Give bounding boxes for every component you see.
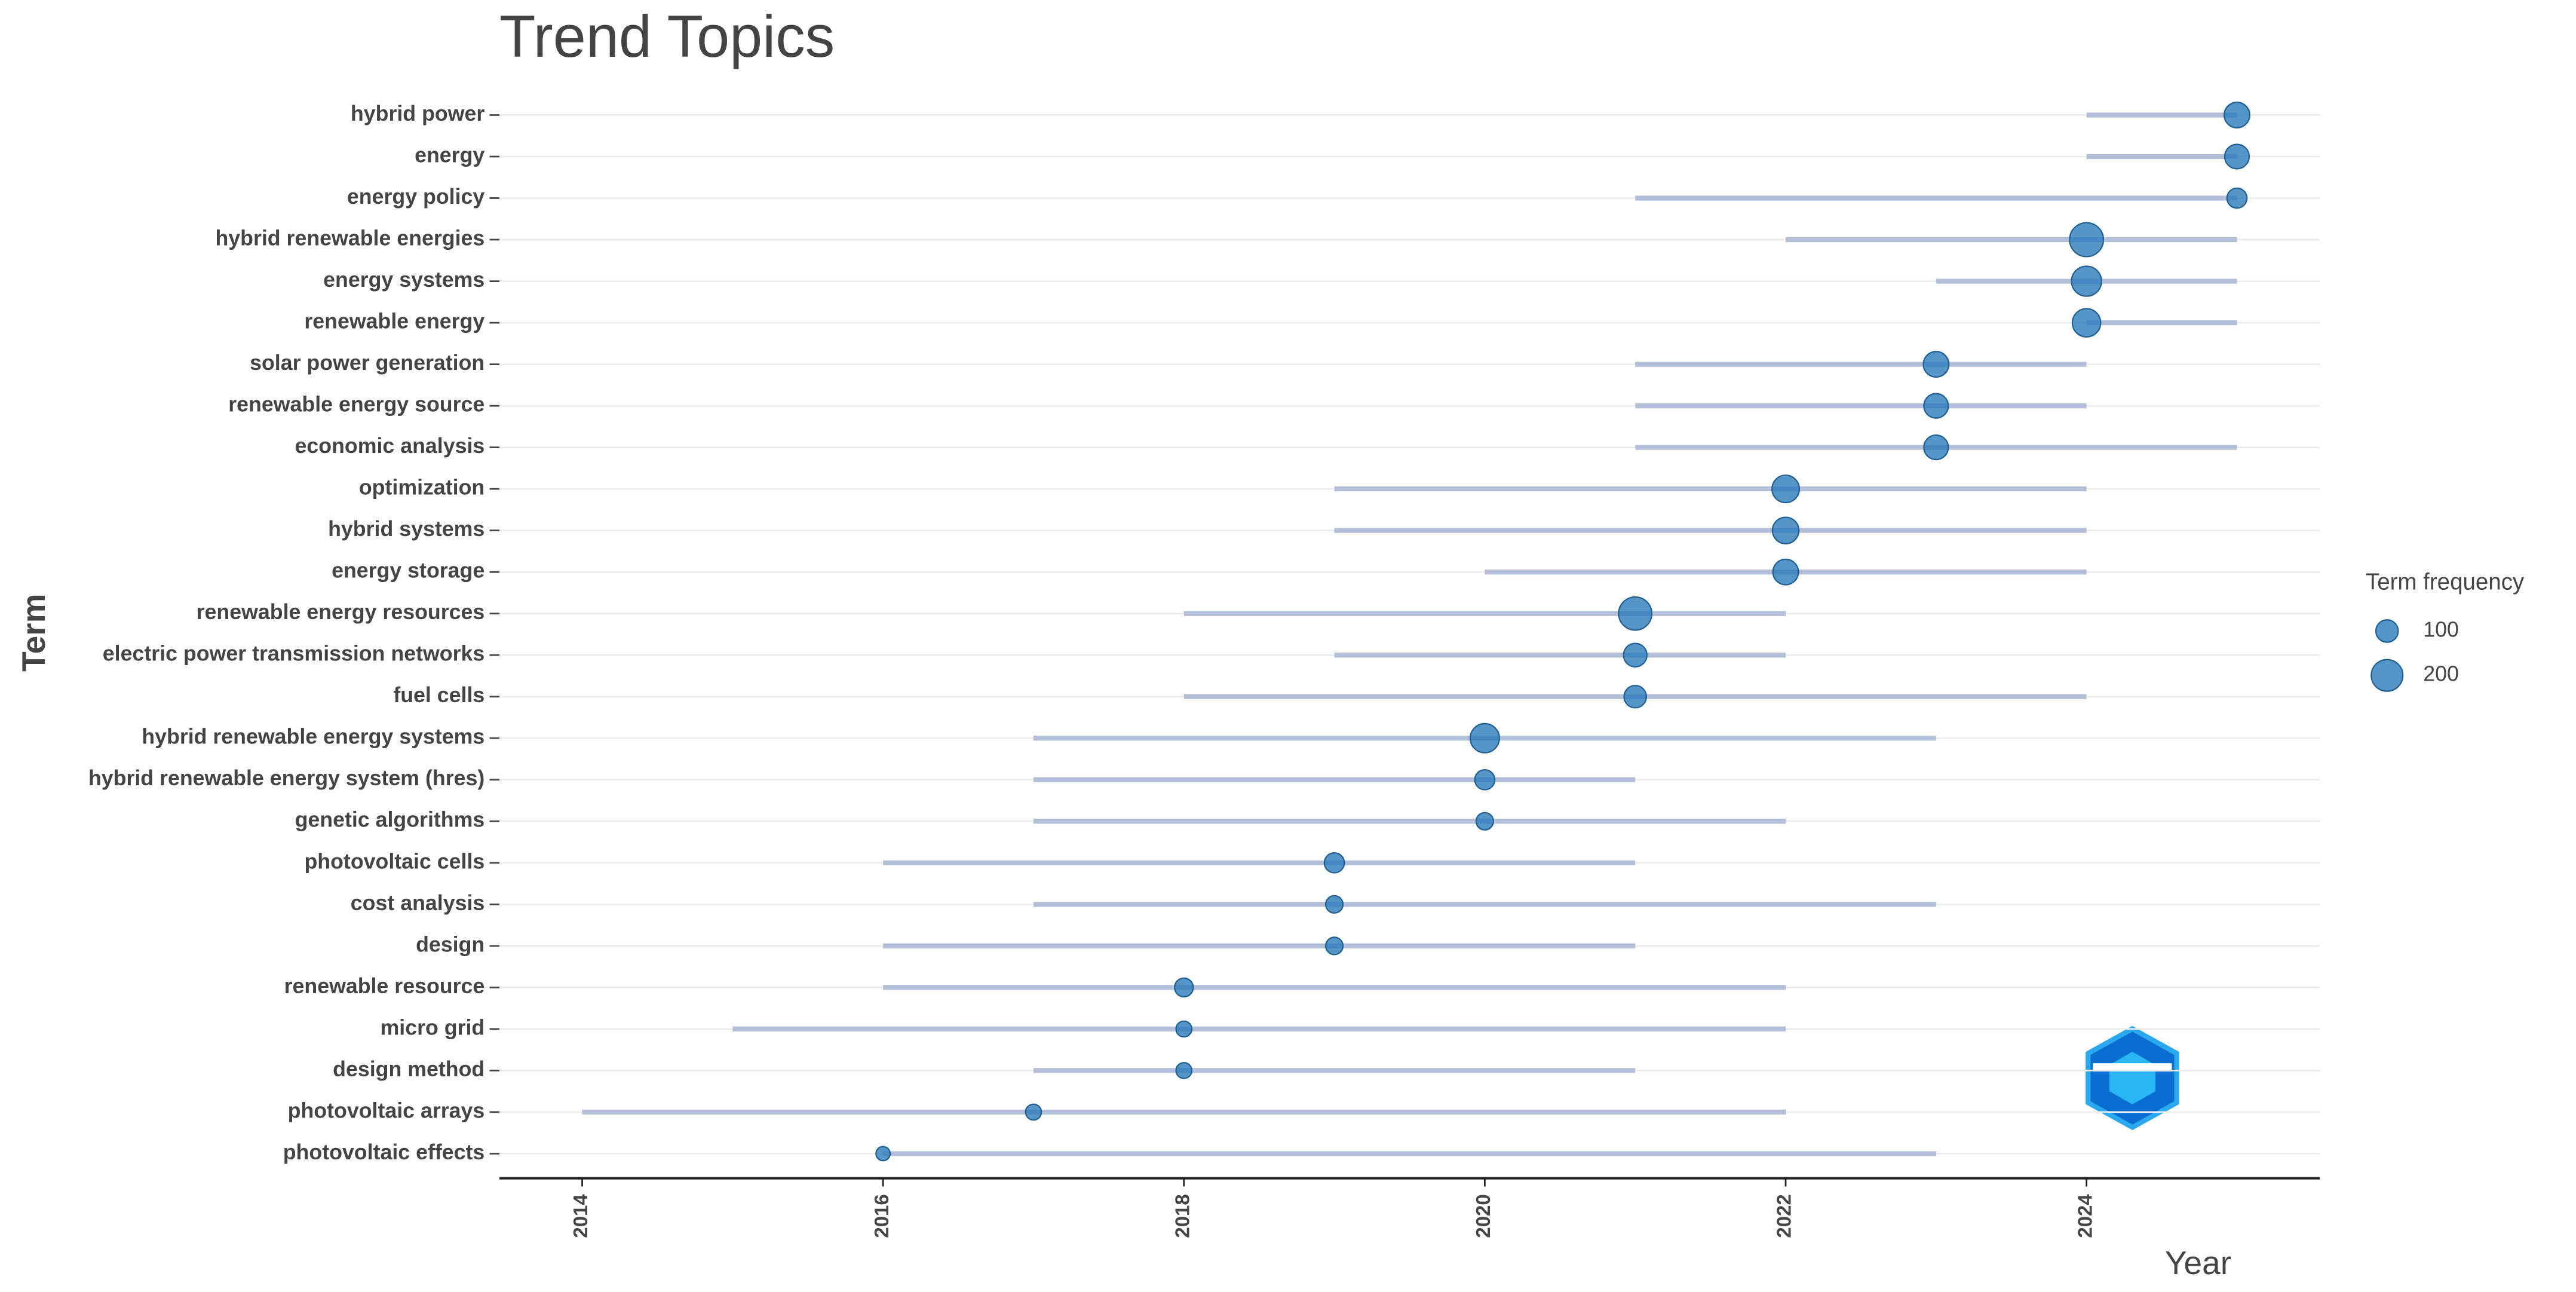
y-tick-label: energy <box>415 143 484 167</box>
median-point <box>1323 852 1345 874</box>
median-point <box>2226 187 2248 209</box>
legend-label: 100 <box>2423 617 2459 641</box>
y-tick-label: design <box>416 932 484 956</box>
y-tick-label: cost analysis <box>351 891 484 915</box>
y-tick-label: solar power generation <box>250 351 484 375</box>
y-tick-label: photovoltaic cells <box>304 849 484 873</box>
median-point <box>875 1146 891 1162</box>
median-point <box>1025 1103 1042 1121</box>
median-point <box>1469 722 1500 754</box>
chart-title: Trend Topics <box>499 3 835 69</box>
median-point <box>2224 143 2250 170</box>
y-tick-label: renewable energy source <box>228 393 484 417</box>
y-tick-label: design method <box>333 1057 484 1081</box>
x-axis-title: Year <box>2165 1244 2231 1281</box>
y-tick-label: optimization <box>359 476 484 500</box>
y-tick-label: electric power transmission networks <box>103 642 484 666</box>
y-tick-label: hybrid systems <box>328 517 484 541</box>
x-tick-label: 2022 <box>1773 1194 1795 1238</box>
y-tick-label: energy systems <box>323 268 484 292</box>
median-point <box>1923 434 1949 461</box>
median-point <box>1772 558 1799 586</box>
y-tick-label: genetic algorithms <box>295 808 485 832</box>
x-tick-label: 2014 <box>569 1194 591 1238</box>
median-point <box>1174 977 1194 998</box>
median-point <box>2224 102 2250 128</box>
median-point <box>1771 516 1800 544</box>
y-tick-label: micro grid <box>381 1015 485 1039</box>
median-point <box>1325 936 1344 956</box>
median-point <box>1474 769 1496 791</box>
median-point <box>1623 684 1648 709</box>
y-tick-label: hybrid renewable energy systems <box>142 725 484 749</box>
x-tick-label: 2016 <box>870 1194 893 1238</box>
median-point <box>1475 812 1494 831</box>
median-point <box>1623 642 1648 668</box>
x-tick-label: 2020 <box>1472 1194 1494 1238</box>
x-tick-label: 2024 <box>2074 1194 2096 1238</box>
y-tick-label: economic analysis <box>295 434 484 458</box>
legend-label: 200 <box>2423 662 2459 686</box>
median-point <box>2071 265 2102 297</box>
y-tick-label: hybrid renewable energy system (hres) <box>88 766 484 790</box>
median-point <box>2071 308 2102 338</box>
x-tick-label: 2018 <box>1171 1194 1193 1238</box>
legend-symbol <box>2375 619 2399 643</box>
median-point <box>1175 1062 1193 1079</box>
y-tick-label: renewable energy resources <box>197 600 485 624</box>
y-tick-label: renewable resource <box>284 974 485 998</box>
median-point <box>1771 474 1801 504</box>
logo <box>2086 1025 2179 1131</box>
y-tick-label: renewable energy <box>304 310 484 333</box>
y-tick-label: fuel cells <box>393 683 484 707</box>
y-tick-label: energy policy <box>347 185 484 209</box>
median-point <box>1175 1020 1193 1038</box>
median-point <box>1923 393 1949 419</box>
y-tick-label: photovoltaic effects <box>283 1140 485 1164</box>
legend-symbol <box>2370 659 2404 692</box>
median-point <box>1325 895 1344 914</box>
y-tick-label: energy storage <box>332 559 484 583</box>
median-point <box>2069 222 2105 258</box>
y-axis-title: Term <box>15 594 52 672</box>
median-point <box>1922 351 1950 378</box>
y-tick-label: photovoltaic arrays <box>288 1098 485 1122</box>
y-tick-label: hybrid renewable energies <box>215 226 484 250</box>
y-tick-label: hybrid power <box>351 102 484 125</box>
legend-title: Term frequency <box>2366 569 2525 595</box>
median-point <box>1618 596 1653 631</box>
